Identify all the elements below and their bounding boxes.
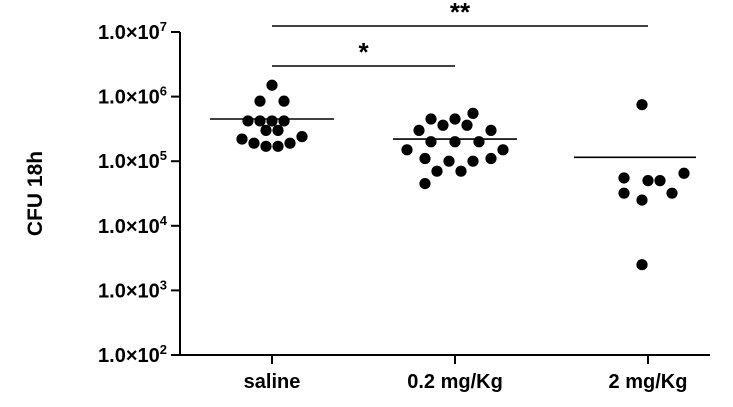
y-tick-label-base: 1.0×10 [98,345,160,367]
data-point [254,95,266,107]
y-tick-label: 1.0×107 [98,19,167,44]
data-point [284,137,296,149]
significance-brackets: *** [272,0,648,67]
data-point [473,136,485,148]
data-point [425,136,437,148]
significance-label: * [358,37,369,67]
data-point [272,124,284,136]
y-tick-label: 1.0×103 [98,277,167,302]
y-tick-label-exponent: 2 [160,342,167,357]
data-point [443,155,455,167]
data-point [485,124,497,136]
data-point [666,187,678,199]
y-tick-label-base: 1.0×10 [98,22,160,44]
data-point [636,259,648,271]
significance-label: ** [450,0,471,27]
y-tick-label-base: 1.0×10 [98,87,160,109]
data-point [431,165,443,177]
y-tick-label-base: 1.0×10 [98,216,160,238]
y-tick-label: 1.0×105 [98,148,167,173]
data-point [437,119,449,131]
data-point [278,115,290,127]
data-point [636,194,648,206]
y-tick-label-exponent: 4 [160,213,168,228]
data-point [242,115,254,127]
y-tick-label-exponent: 7 [160,19,167,34]
data-points [236,79,690,271]
x-tick-label: saline [244,371,301,393]
data-point [678,167,690,179]
y-tick-label: 1.0×102 [98,342,167,367]
data-point [618,172,630,184]
y-tick-label-base: 1.0×10 [98,151,160,173]
data-point [413,124,425,136]
data-point [654,175,666,187]
data-point [278,95,290,107]
data-point [497,144,509,156]
x-axis: saline 0.2 mg/Kg 2 mg/Kg [180,354,710,393]
data-point [467,155,479,167]
y-tick-label-exponent: 3 [160,277,167,292]
data-point [467,107,479,119]
y-tick-label-exponent: 5 [160,148,167,163]
y-axis-label: CFU 18h [24,151,47,236]
data-point [642,175,654,187]
data-point [260,124,272,136]
data-point [455,165,467,177]
y-tick-label: 1.0×104 [98,213,168,238]
data-point [266,79,278,91]
y-tick-label-base: 1.0×10 [98,280,160,302]
data-point [636,99,648,111]
data-point [485,152,497,165]
data-point [419,152,431,165]
x-tick-label: 0.2 mg/Kg [407,371,503,393]
x-tick-label: 2 mg/Kg [609,371,688,393]
data-point [401,144,413,156]
data-point [272,140,284,152]
data-point [260,140,272,152]
y-tick-label-exponent: 6 [160,84,167,99]
data-point [449,113,461,125]
data-point [266,115,278,127]
data-point [618,187,630,199]
data-point [248,137,260,149]
data-point [236,133,248,145]
data-point [425,113,437,125]
data-point [449,136,461,148]
data-point [296,131,308,143]
data-point [254,115,266,127]
data-point [419,178,431,190]
data-point [461,119,473,131]
y-axis: 1.0×1021.0×1031.0×1041.0×1051.0×1061.0×1… [98,19,181,367]
y-tick-label: 1.0×106 [98,84,167,109]
